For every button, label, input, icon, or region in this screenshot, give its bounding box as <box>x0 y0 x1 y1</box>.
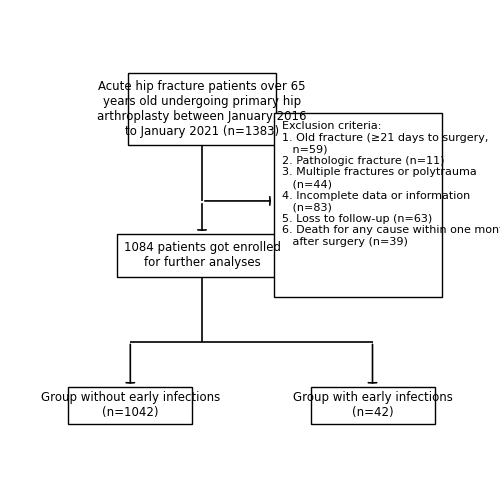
FancyBboxPatch shape <box>274 113 442 297</box>
Text: 1084 patients got enrolled
for further analyses: 1084 patients got enrolled for further a… <box>124 242 280 269</box>
FancyBboxPatch shape <box>310 387 434 424</box>
Text: Acute hip fracture patients over 65
years old undergoing primary hip
arthroplast: Acute hip fracture patients over 65 year… <box>97 80 307 138</box>
FancyBboxPatch shape <box>128 74 276 145</box>
FancyBboxPatch shape <box>68 387 192 424</box>
FancyBboxPatch shape <box>117 234 287 277</box>
Text: Group with early infections
(n=42): Group with early infections (n=42) <box>292 392 452 419</box>
Text: Group without early infections
(n=1042): Group without early infections (n=1042) <box>40 392 220 419</box>
Text: Exclusion criteria:
1. Old fracture (≥21 days to surgery,
   n=59)
2. Pathologic: Exclusion criteria: 1. Old fracture (≥21… <box>282 121 500 247</box>
